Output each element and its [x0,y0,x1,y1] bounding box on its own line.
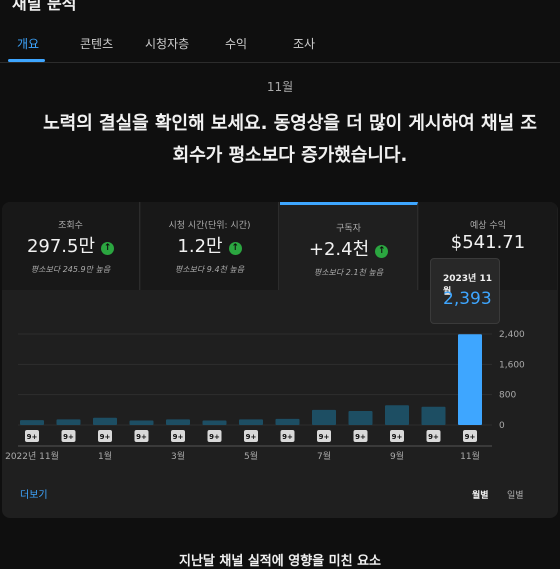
metric-views[interactable]: 조회수 297.5만 ↑ 평소보다 245.9만 높음 [2,202,140,290]
video-count-badge [426,430,441,442]
toggle-daily[interactable]: 일별 [507,491,524,501]
video-count-badge-label: 9+ [428,433,439,441]
video-count-badge-label: 9+ [246,433,257,441]
chart-bar [348,410,373,425]
video-count-badge-label: 9+ [319,433,330,441]
y-tick-label: 1,600 [499,360,525,370]
metric-note: 평소보다 245.9만 높음 [30,265,111,274]
metric-label: 예상 수익 [470,221,506,231]
video-count-badge-label: 9+ [392,433,403,441]
chart-bar [56,419,81,425]
more-link[interactable]: 더보기 [20,490,48,501]
video-count-badge [353,430,368,442]
video-count-badge [61,430,76,442]
video-count-badge [244,430,258,442]
metric-label: 구독자 [336,224,361,234]
y-tick-label: 800 [499,391,516,401]
video-count-badge-label: 9+ [136,433,147,441]
metric-label: 시청 시간(단위: 시간) [168,221,251,231]
video-count-badge [463,430,477,442]
subscriber-chart: 2,400 1,600 800 0 9+ 9+ 9+ 9+ 9+ 9+ 9+ 9+ 9+ 9+ 9+ 9+ 9+… [5,330,525,462]
tab-revenue[interactable]: 수익 [225,37,248,51]
active-tab-indicator [8,59,45,62]
metric-label: 조회수 [58,221,83,231]
chart-bar [166,419,190,425]
x-tick-label: 2022년 11월 [5,450,59,462]
video-count-badge-label: 9+ [63,433,74,441]
chart-bar [385,405,409,425]
chart-bar [202,420,227,425]
video-count-badge-label: 9+ [282,433,293,441]
toggle-monthly[interactable]: 월별 [472,491,489,501]
period-label: 11월 [266,80,294,94]
video-count-badge-label: 9+ [209,433,220,441]
tooltip-title: 2023년 11월 [443,274,492,297]
y-tick-label: 0 [499,421,505,431]
chart-bar [20,420,44,425]
metric-watch-time[interactable]: 시청 시간(단위: 시간) 1.2만 ↑ 평소보다 9.4천 높음 [141,202,279,290]
chart-tooltip: 2023년 11월 2,393 [430,258,500,324]
chart-bar [458,334,482,425]
video-count-badge-label: 9+ [173,433,184,441]
page-title: 채널 분석 [12,0,77,13]
video-count-badge [98,430,112,442]
metric-value: 297.5만 ↑ [2,232,139,258]
headline: 노력의 결실을 확인해 보세요. 동영상을 더 많이 게시하여 채널 조 회수가… [0,108,560,172]
video-count-badge [171,430,185,442]
x-tick-label: 9월 [390,450,404,462]
video-count-badge [317,430,331,442]
video-count-badge [390,430,404,442]
chart-bar [312,409,336,425]
tab-content[interactable]: 콘텐츠 [80,37,114,51]
metric-value: 1.2만 ↑ [141,232,278,258]
tab-overview[interactable]: 개요 [17,37,40,51]
tab-audience[interactable]: 시청자층 [145,37,190,51]
chart-bar [93,417,117,425]
chart-bar [129,420,154,425]
metric-value: +2.4천 ↑ [280,235,417,261]
metric-subscribers[interactable]: 구독자 +2.4천 ↑ 평소보다 2.1천 높음 [280,202,418,290]
chart-bar [421,406,446,425]
headline-line-2: 회수가 평소보다 증가했습니다. [172,145,408,166]
metric-note: 평소보다 2.1천 높음 [313,268,384,277]
metric-note: 평소보다 9.4천 높음 [174,265,245,274]
arrow-up-icon: ↑ [101,242,115,255]
video-count-badge-label: 9+ [100,433,111,441]
x-tick-label: 7월 [317,450,331,462]
metric-value: $541.71 [450,232,526,253]
metric-tabs: 조회수 297.5만 ↑ 평소보다 245.9만 높음 시청 시간(단위: 시간)… [2,202,558,290]
video-count-badge [25,430,39,442]
tooltip-value: 2,393 [443,289,492,309]
video-count-badge-label: 9+ [465,433,476,441]
chart-bar [275,418,300,425]
chart-bar [239,419,263,425]
x-tick-label: 5월 [244,450,258,462]
x-tick-label: 3월 [171,450,185,462]
arrow-up-icon: ↑ [375,245,389,258]
tab-research[interactable]: 조사 [293,37,316,51]
video-count-badge [280,430,295,442]
tab-bar: 개요 콘텐츠 시청자층 수익 조사 [0,26,560,63]
arrow-up-icon: ↑ [228,242,242,255]
y-tick-label: 2,400 [499,330,525,340]
video-count-badge [207,430,222,442]
video-count-badge-label: 9+ [27,433,38,441]
x-tick-label: 1월 [98,450,112,462]
x-tick-label: 11월 [460,450,480,462]
video-count-badge [134,430,149,442]
headline-line-1: 노력의 결실을 확인해 보세요. 동영상을 더 많이 게시하여 채널 조 [43,113,537,134]
video-count-badge-label: 9+ [355,433,366,441]
